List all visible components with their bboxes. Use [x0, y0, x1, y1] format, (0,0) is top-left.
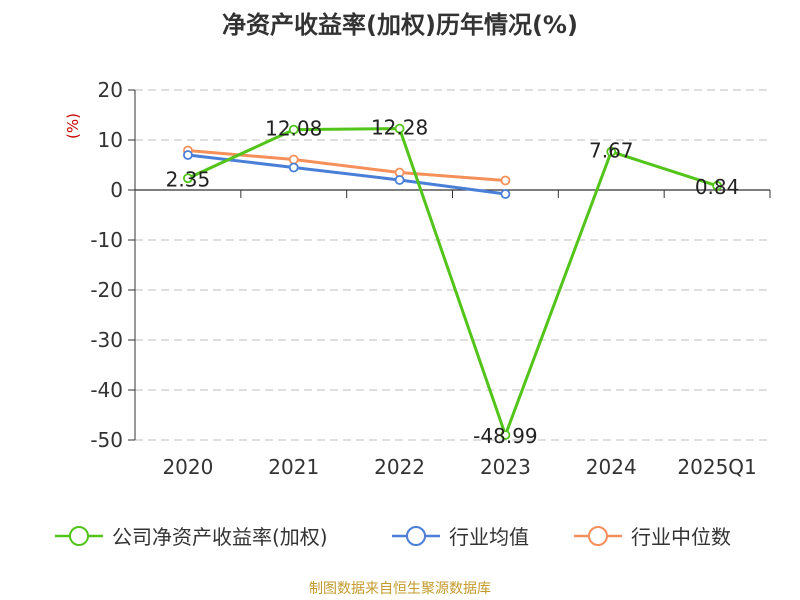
x-tick-label: 2020	[162, 455, 213, 479]
data-point	[500, 430, 511, 440]
x-tick-label: 2025Q1	[677, 455, 756, 479]
x-tick-label: 2023	[480, 455, 531, 479]
y-tick-label: 20	[98, 78, 123, 102]
y-axis-unit: (%)	[64, 113, 82, 139]
data-label: 12.08	[265, 117, 322, 141]
data-point	[288, 154, 299, 165]
data-label: 2.35	[166, 167, 211, 191]
x-tick-label: 2022	[374, 455, 425, 479]
x-tick-label: 2024	[586, 455, 637, 479]
y-tick-label: -10	[90, 228, 123, 252]
source-note: 制图数据来自恒生聚源数据库	[309, 581, 491, 597]
chart-title: 净资产收益率(加权)历年情况(%)	[222, 11, 578, 39]
legend-marker	[588, 526, 608, 546]
data-point	[500, 175, 511, 186]
y-tick-label: -20	[90, 278, 123, 302]
data-label: 12.28	[371, 116, 428, 140]
legend: 公司净资产收益率(加权) 行业均值 行业中位数	[55, 525, 731, 549]
data-labels: 2.35 12.08 12.28 -48.99 7.67 0.84	[166, 116, 740, 448]
legend-item: 公司净资产收益率(加权)	[55, 525, 328, 549]
y-tick-label: -30	[90, 328, 123, 352]
data-point	[712, 180, 722, 191]
legend-label: 公司净资产收益率(加权)	[112, 525, 328, 549]
data-point	[183, 173, 193, 184]
series-2	[183, 145, 511, 186]
y-tick-label: -50	[90, 428, 123, 452]
legend-label: 行业中位数	[631, 525, 731, 549]
series	[183, 123, 722, 440]
data-point	[394, 175, 405, 185]
series-0	[183, 123, 722, 440]
legend-label: 行业均值	[449, 525, 529, 549]
data-point	[288, 124, 299, 135]
data-point	[500, 189, 511, 199]
grid	[135, 89, 770, 441]
data-point	[394, 123, 405, 134]
data-point	[288, 162, 299, 173]
legend-marker	[406, 526, 426, 546]
series-line	[187, 153, 506, 196]
data-point	[183, 150, 193, 160]
legend-item: 行业均值	[392, 525, 529, 549]
legend-item: 行业中位数	[574, 525, 731, 549]
series-1	[183, 150, 511, 199]
axes: 20 10 0 -10 -20 -30 -40 -50 2020 2021 2022 2023 2024…	[90, 78, 771, 479]
data-label: 0.84	[695, 175, 740, 199]
x-tick-label: 2021	[268, 455, 319, 479]
data-label: -48.99	[473, 424, 537, 448]
data-point	[606, 146, 617, 157]
y-tick-label: 0	[110, 178, 123, 202]
series-line	[187, 127, 718, 437]
legend-marker	[69, 526, 89, 546]
data-label: 7.67	[589, 139, 634, 163]
y-tick-label: 10	[98, 128, 123, 152]
y-tick-label: -40	[90, 378, 123, 402]
